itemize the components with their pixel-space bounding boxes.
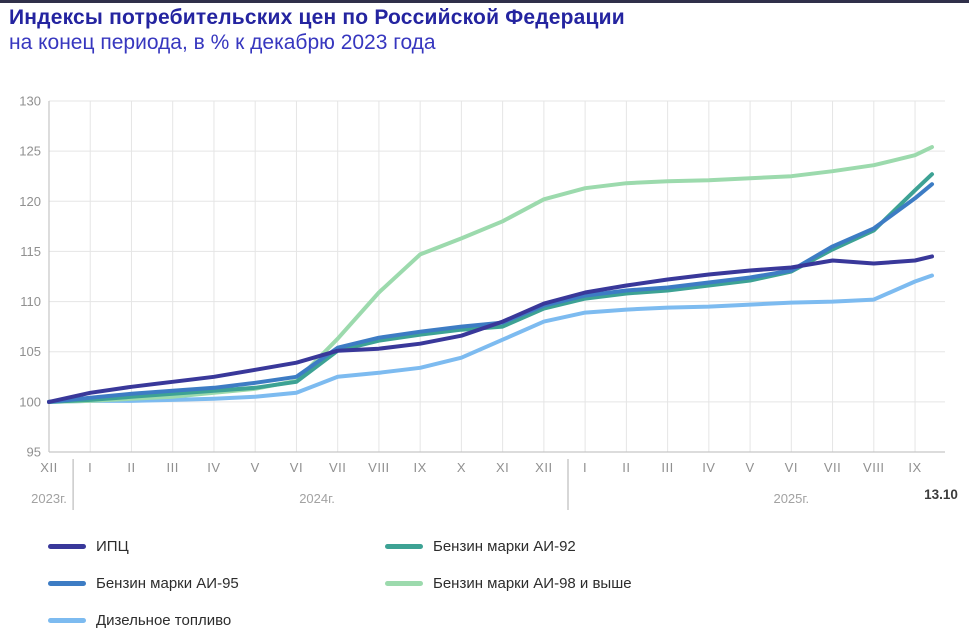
legend-item: Дизельное топливо	[48, 602, 239, 633]
series-line-Дизельное топливо	[47, 273, 934, 404]
legend-swatch-icon	[385, 581, 423, 586]
y-axis-tick-label: 100	[19, 394, 41, 409]
x-axis-month-label: V	[251, 460, 260, 475]
x-axis-month-label: IX	[908, 460, 921, 475]
y-axis-tick-label: 120	[19, 194, 41, 209]
year-label: 2025г.	[773, 491, 809, 506]
x-axis-month-label: VI	[290, 460, 303, 475]
x-axis-month-label: I	[583, 460, 587, 475]
year-label: 2024г.	[299, 491, 335, 506]
legend-label: Бензин марки АИ-92	[433, 538, 576, 555]
y-axis-tick-label: 110	[20, 294, 41, 309]
x-axis-month-label: III	[661, 460, 673, 475]
series-line-Бензин марки АИ-92	[47, 172, 934, 404]
x-axis-month-label: X	[457, 460, 466, 475]
y-axis-tick-label: 95	[27, 445, 41, 460]
legend-column-2: Бензин марки АИ-92 Бензин марки АИ-98 и в…	[385, 528, 632, 602]
x-axis-month-label: II	[127, 460, 135, 475]
legend-label: Бензин марки АИ-95	[96, 575, 239, 592]
legend-swatch-icon	[48, 618, 86, 623]
x-axis-month-label: VII	[329, 460, 346, 475]
series-line-Бензин марки АИ-95	[47, 182, 934, 404]
legend-label: Бензин марки АИ-98 и выше	[433, 575, 632, 592]
y-axis-tick-label: 125	[19, 144, 41, 159]
legend-item: Бензин марки АИ-98 и выше	[385, 565, 632, 602]
top-border	[0, 0, 969, 3]
chart-title: Индексы потребительских цен по Российско…	[9, 6, 625, 29]
x-axis-month-label: XII	[40, 460, 57, 475]
x-axis-month-label: V	[745, 460, 754, 475]
series-line-ИПЦ	[47, 254, 934, 404]
x-axis-month-label: VIII	[368, 460, 390, 475]
chart-subtitle: на конец периода, в % к декабрю 2023 год…	[9, 31, 436, 54]
legend-item: Бензин марки АИ-92	[385, 528, 632, 565]
legend-column-1: ИПЦ Бензин марки АИ-95 Дизельное топливо	[48, 528, 239, 633]
x-axis-month-label: III	[167, 460, 179, 475]
x-axis-month-label: VII	[824, 460, 841, 475]
x-axis-month-label: I	[88, 460, 92, 475]
legend-swatch-icon	[48, 544, 86, 549]
legend-label: Дизельное топливо	[96, 612, 232, 629]
x-axis-month-label: IV	[702, 460, 715, 475]
legend-label: ИПЦ	[96, 538, 129, 555]
x-axis-month-label: VI	[785, 460, 798, 475]
legend-item: Бензин марки АИ-95	[48, 565, 239, 602]
legend-item: ИПЦ	[48, 528, 239, 565]
x-axis-month-label: II	[622, 460, 630, 475]
x-axis-month-label: IV	[207, 460, 220, 475]
legend-swatch-icon	[48, 581, 86, 586]
y-axis-tick-label: 130	[19, 94, 41, 109]
x-axis-month-label: XII	[535, 460, 552, 475]
last-date-annotation: 13.10	[924, 487, 958, 502]
legend-swatch-icon	[385, 544, 423, 549]
year-label: 2023г.	[31, 491, 67, 506]
y-axis-tick-label: 105	[19, 344, 41, 359]
x-axis-month-label: IX	[414, 460, 427, 475]
x-axis-month-label: XI	[496, 460, 509, 475]
x-axis-month-label: VIII	[863, 460, 885, 475]
y-axis-tick-label: 115	[20, 244, 41, 259]
series-line-Бензин марки АИ-98 и выше	[47, 145, 934, 404]
